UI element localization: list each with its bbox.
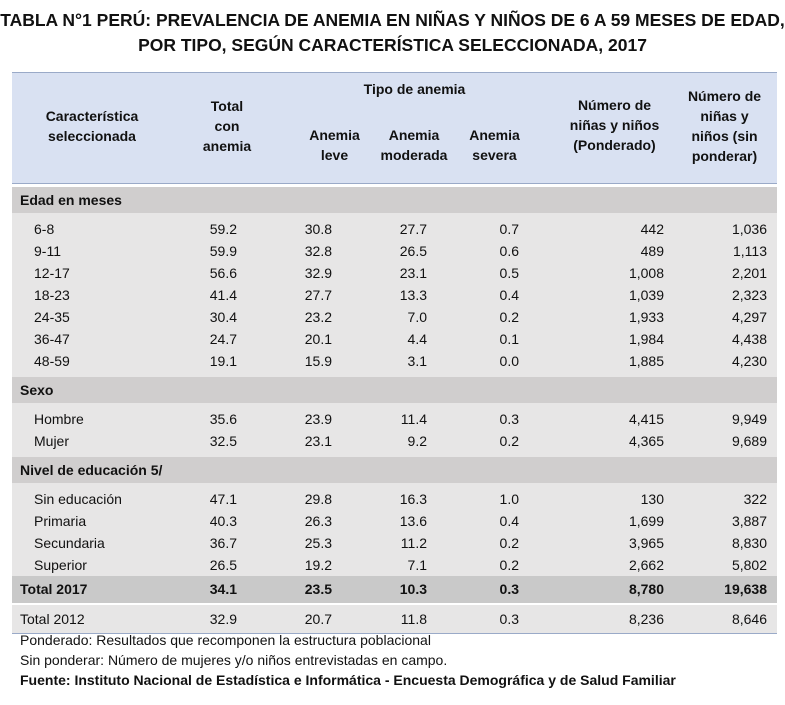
title-line-1: TABLA N°1 PERÚ: PREVALENCIA DE ANEMIA EN… [0,10,785,30]
table-row: 12-17 56.6 32.9 23.1 0.5 1,008 2,201 [12,262,777,284]
table-row: Secundaria 36.7 25.3 11.2 0.2 3,965 8,830 [12,532,777,554]
source-note: Fuente: Instituto Nacional de Estadístic… [20,672,676,688]
table-row: 36-47 24.7 20.1 4.4 0.1 1,984 4,438 [12,328,777,350]
header-tipo-anemia: Tipo de anemia [363,81,466,97]
table-row: 24-35 30.4 23.2 7.0 0.2 1,933 4,297 [12,306,777,328]
table-row: Superior 26.5 19.2 7.1 0.2 2,662 5,802 [12,554,777,576]
note-ponderado: Ponderado: Resultados que recomponen la … [20,632,431,648]
section-sexo: Sexo [12,377,777,403]
header-caracteristica: Característica seleccionada [45,108,139,144]
total-row-2012: Total 2012 32.9 20.7 11.8 0.3 8,236 8,646 [12,605,777,634]
header-total: Total con anemia [202,98,252,154]
title-line-2: POR TIPO, SEGÚN CARACTERÍSTICA SELECCION… [138,35,647,55]
table-title: TABLA N°1 PERÚ: PREVALENCIA DE ANEMIA EN… [0,8,785,58]
table-header: Característica seleccionada Total con an… [12,72,777,184]
table-row: 48-59 19.1 15.9 3.1 0.0 1,885 4,230 [12,350,777,372]
table-row: 9-11 59.9 32.8 26.5 0.6 489 1,113 [12,240,777,262]
header-leve: Anemia leve [309,127,360,163]
table-row: 6-8 59.2 30.8 27.7 0.7 442 1,036 [12,218,777,240]
table-row: Sin educación 47.1 29.8 16.3 1.0 130 322 [12,488,777,510]
section-nivel-educacion: Nivel de educación 5/ [12,457,777,483]
header-ponderado: Número de niñas y niños (Ponderado) [569,97,660,153]
table-notes: Ponderado: Resultados que recomponen la … [20,630,676,690]
table-row: 18-23 41.4 27.7 13.3 0.4 1,039 2,323 [12,284,777,306]
header-severa: Anemia severa [469,127,520,163]
section-edad: Edad en meses [12,187,777,213]
anemia-table: Característica seleccionada Total con an… [12,72,777,634]
header-sin-ponderar: Número de niñas y niños (sin ponderar) [687,88,762,164]
note-sin-ponderar: Sin ponderar: Número de mujeres y/o niño… [20,652,448,668]
total-row-2017: Total 2017 34.1 23.5 10.3 0.3 8,780 19,638 [12,576,777,603]
table-row: Hombre 35.6 23.9 11.4 0.3 4,415 9,949 [12,408,777,430]
header-moderada: Anemia moderada [380,127,448,163]
table-row: Primaria 40.3 26.3 13.6 0.4 1,699 3,887 [12,510,777,532]
table-row: Mujer 32.5 23.1 9.2 0.2 4,365 9,689 [12,430,777,452]
